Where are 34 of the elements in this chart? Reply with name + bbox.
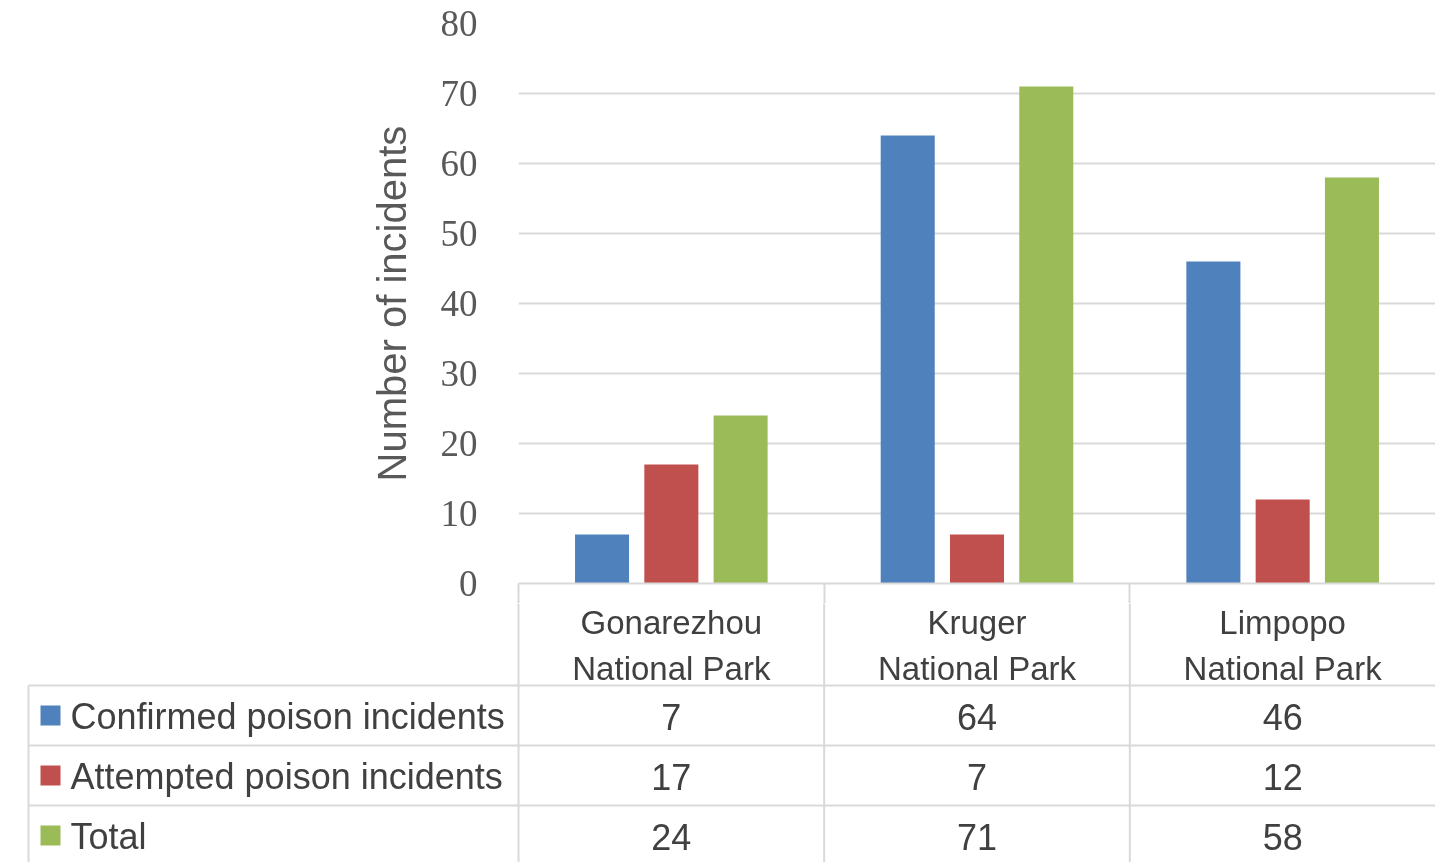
x-tick-label: Limpopo National Park [1183, 603, 1383, 688]
data-label: 24 [651, 816, 692, 858]
y-tick-label: 0 [459, 563, 478, 604]
bar [575, 534, 630, 584]
data-label: 12 [1262, 756, 1303, 798]
y-tick-label: 50 [440, 213, 478, 254]
x-tick-label: Kruger National Park [877, 603, 1077, 688]
bar [1324, 177, 1379, 584]
y-tick-label: 30 [440, 353, 478, 394]
y-tick-label: 40 [440, 283, 478, 324]
y-tick-label: 10 [440, 493, 478, 534]
legend-label: Total [70, 816, 147, 857]
legend-label: Confirmed poison incidents [70, 696, 505, 737]
data-label: 17 [651, 756, 692, 798]
bar [713, 415, 768, 584]
bar [1255, 499, 1310, 584]
bar [1186, 261, 1241, 584]
data-label: 7 [966, 756, 988, 798]
y-tick-label: 20 [440, 423, 478, 464]
bar [880, 135, 935, 584]
bar [644, 464, 699, 584]
x-tick-label: Gonarezhou National Park [572, 603, 771, 688]
bar [1019, 86, 1074, 584]
data-label: 64 [956, 696, 998, 738]
data-label: 58 [1262, 816, 1303, 858]
legend-label: Attempted poison incidents [70, 756, 503, 797]
data-label: 71 [956, 816, 998, 858]
bar [949, 534, 1005, 584]
data-label: 7 [661, 696, 682, 738]
data-label: 46 [1262, 696, 1303, 738]
y-axis-title: Number of incidents [369, 125, 414, 482]
y-tick-label: 60 [440, 143, 478, 184]
y-tick-label: 80 [440, 3, 478, 44]
y-tick-label: 70 [440, 73, 478, 114]
